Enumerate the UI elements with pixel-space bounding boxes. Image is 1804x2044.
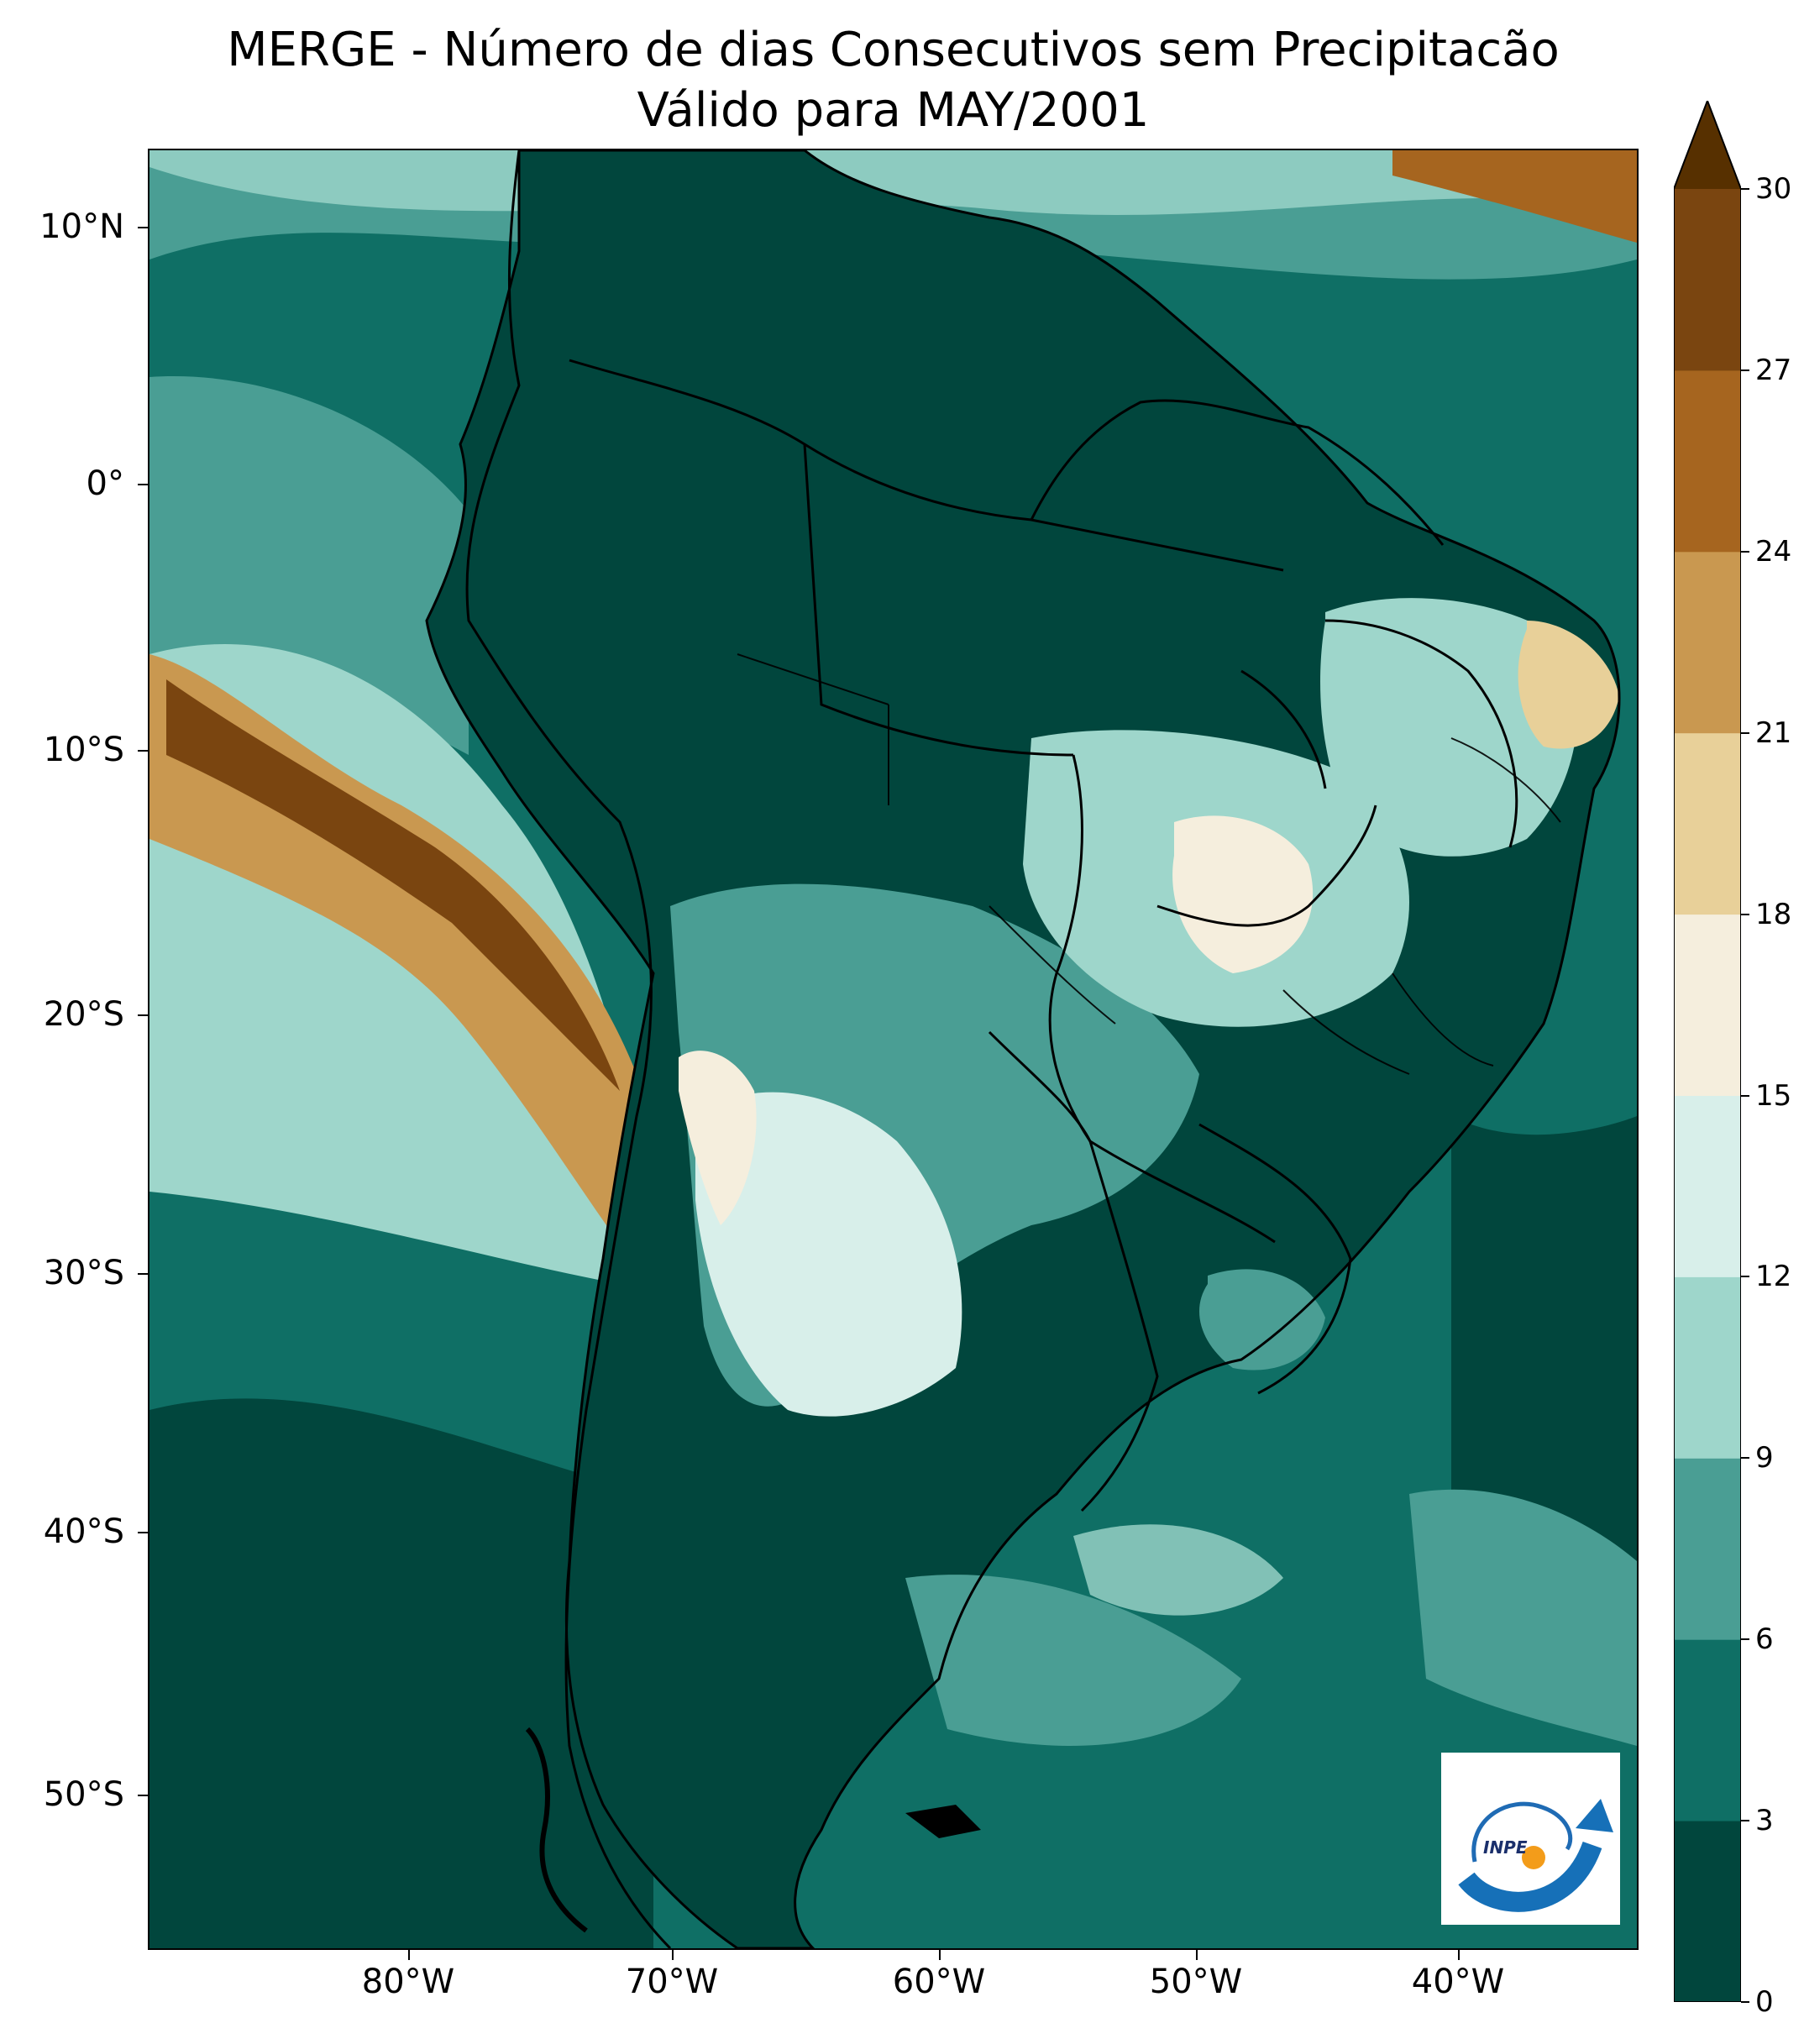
colorbar-segment <box>1674 189 1741 371</box>
colorbar-outline <box>1674 101 1741 2002</box>
colorbar-tick <box>1741 188 1749 190</box>
colorbar-tick-label: 9 <box>1755 1441 1774 1475</box>
northeast-state-border <box>1324 619 1518 848</box>
colorbar-tick-label: 0 <box>1755 1985 1774 2019</box>
northeast-dry <box>1518 621 1619 749</box>
logo-text: INPE <box>1483 1837 1528 1858</box>
colorbar-tick-label: 21 <box>1755 715 1792 750</box>
inpe-logo-graphic: INPE <box>1458 1799 1613 1912</box>
precipitation-map <box>149 150 1637 1948</box>
colorbar <box>1674 101 1741 2002</box>
lat-label-10n: 10°N <box>39 207 124 246</box>
logo-swoosh <box>1458 1841 1602 1912</box>
northeast-light <box>1320 598 1578 857</box>
colorbar-tick-label: 3 <box>1755 1804 1774 1838</box>
colorbar-segment <box>1674 732 1741 915</box>
colorbar-segment <box>1674 1639 1741 1821</box>
lon-tick <box>1458 1950 1460 1960</box>
lat-tick <box>138 227 148 228</box>
colorbar-tick-label: 24 <box>1755 534 1792 569</box>
falkland-islands <box>905 1805 981 1838</box>
guianas-border <box>1030 399 1445 546</box>
lat-label-40s: 40°S <box>43 1512 124 1551</box>
colorbar-tick-label: 12 <box>1755 1260 1792 1294</box>
colorbar-tick-label: 27 <box>1755 353 1792 387</box>
argentina-dry-zone <box>695 1092 962 1417</box>
south-brazil-border <box>1198 1123 1352 1395</box>
lon-tick <box>1196 1950 1198 1960</box>
colorbar-tick <box>1741 1094 1749 1097</box>
colorbar-tick <box>1741 731 1749 734</box>
colorbar-tick <box>1741 1457 1749 1460</box>
lon-label-70w: 70°W <box>625 1963 719 2001</box>
argentina-uruguay-border <box>1080 1140 1159 1512</box>
minas-border <box>1156 804 1377 927</box>
map-panel <box>148 149 1639 1950</box>
north-border <box>569 359 1284 572</box>
map-subtitle: Válido para MAY/2001 <box>637 83 1150 138</box>
lat-label-50s: 50°S <box>43 1775 124 1814</box>
lat-tick <box>138 1795 148 1796</box>
paraguay-border <box>988 1030 1092 1142</box>
lat-label-20s: 20°S <box>43 995 124 1034</box>
lat-label-30s: 30°S <box>43 1254 124 1292</box>
colorbar-segment <box>1674 1095 1741 1277</box>
atlantic-patch-2 <box>905 1575 1241 1746</box>
colorbar-tick <box>1741 1820 1749 1822</box>
colorbar-segment <box>1674 369 1741 553</box>
lon-tick <box>939 1950 941 1960</box>
rio-grande-zone <box>1199 1269 1325 1371</box>
lat-label-0: 0° <box>86 464 124 503</box>
colorbar-tick-label: 18 <box>1755 897 1792 931</box>
lat-tick <box>138 750 148 752</box>
state-borders <box>737 653 1561 1075</box>
lat-tick <box>138 1532 148 1533</box>
colorbar-tick <box>1741 550 1749 553</box>
colorbar-tick <box>1741 369 1749 371</box>
lat-tick <box>138 1273 148 1275</box>
chile-islands <box>525 1727 588 1933</box>
colorbar-tick-label: 30 <box>1755 172 1792 206</box>
lat-label-10s: 10°S <box>43 731 124 769</box>
deep-ocean-southwest <box>149 1398 653 1948</box>
lon-tick <box>672 1950 674 1960</box>
andes-dry-strip <box>679 1051 757 1225</box>
colorbar-tick-label: 15 <box>1755 1078 1792 1113</box>
logo-sun <box>1522 1846 1545 1869</box>
colorbar-tick <box>1741 1276 1749 1278</box>
colorbar-extend-arrow <box>1674 101 1741 189</box>
lon-label-40w: 40°W <box>1411 1963 1505 2001</box>
colorbar-tick-label: 6 <box>1755 1622 1774 1657</box>
colorbar-tick <box>1741 913 1749 915</box>
lon-label-60w: 60°W <box>892 1963 986 2001</box>
map-title: MERGE - Número de dias Consecutivos sem … <box>227 23 1560 77</box>
tocantins-border <box>1240 669 1327 789</box>
colorbar-tick <box>1741 1638 1749 1641</box>
colorbar-tick <box>1741 2001 1749 2003</box>
lon-label-50w: 50°W <box>1149 1963 1243 2001</box>
colorbar-segment <box>1674 914 1741 1096</box>
atlantic-patch-1 <box>1409 1489 1637 1746</box>
brazil-center-dry <box>1172 815 1314 973</box>
colorbar-segment <box>1674 1458 1741 1640</box>
lat-tick <box>138 1014 148 1016</box>
atlantic-patch-3 <box>1073 1524 1283 1616</box>
very-dry-band-pacific <box>166 679 620 1091</box>
lon-tick <box>408 1950 410 1960</box>
logo-arrow <box>1576 1799 1613 1832</box>
logo-arc <box>1471 1801 1573 1863</box>
lon-label-80w: 80°W <box>361 1963 455 2001</box>
bolivia-paraguay-border <box>1048 754 1276 1244</box>
colorbar-segment <box>1674 1276 1741 1459</box>
north-dry-patch <box>1392 150 1637 243</box>
colorbar-segment <box>1674 551 1741 734</box>
coastline <box>425 150 1621 1948</box>
lat-tick <box>138 484 148 485</box>
peru-brazil-border <box>803 443 1074 757</box>
inpe-logo: INPE <box>1441 1753 1620 1925</box>
colorbar-segment <box>1674 1821 1741 2002</box>
